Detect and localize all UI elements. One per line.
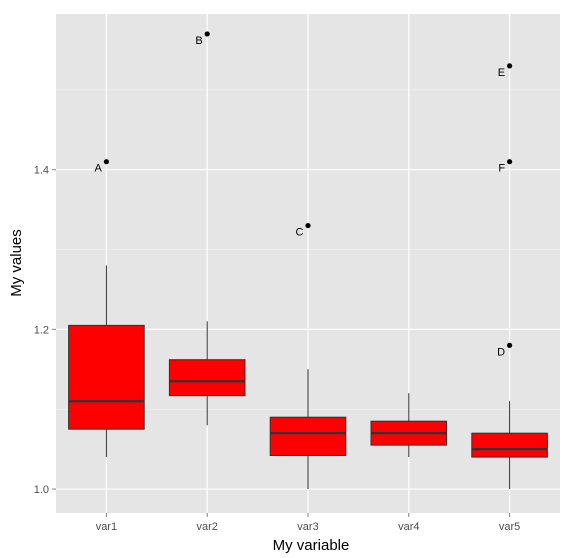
y-axis-title: My values	[8, 229, 25, 297]
x-axis: var1 var2 var3 var4 var5	[96, 513, 520, 533]
x-tick-label: var3	[297, 521, 318, 533]
box-body	[68, 324, 145, 430]
box-var5	[471, 401, 548, 490]
box-var4	[370, 393, 448, 458]
outlier-point	[305, 222, 311, 229]
x-tick-label: var5	[499, 521, 520, 533]
outlier-label: F	[498, 163, 505, 175]
y-tick-label: 1.0	[34, 484, 49, 496]
x-tick-label: var2	[196, 521, 217, 533]
outlier-point	[103, 159, 109, 165]
y-axis: 1.0 1.2 1.4	[34, 165, 56, 496]
box-body	[471, 432, 548, 458]
outlier-point	[507, 342, 513, 348]
outlier-label: E	[498, 67, 505, 79]
x-axis-title: My variable	[273, 537, 350, 554]
box-var2	[168, 321, 246, 426]
outliers-layer: A B C E F D	[95, 31, 513, 358]
outlier-point	[507, 63, 513, 69]
outlier-label: D	[497, 346, 505, 358]
outlier-label: B	[195, 35, 202, 47]
outlier-point	[507, 159, 513, 165]
box-body	[269, 416, 347, 457]
x-tick-label: var4	[398, 521, 419, 533]
boxes-layer	[68, 265, 548, 490]
outlier-label: C	[296, 227, 304, 239]
box-var1	[68, 265, 145, 458]
box-body	[168, 359, 246, 397]
x-tick-label: var1	[96, 521, 117, 533]
outlier-point	[204, 31, 210, 37]
outlier-label: A	[95, 163, 103, 175]
y-tick-label: 1.4	[34, 165, 49, 177]
y-tick-label: 1.2	[34, 324, 49, 336]
box-var3	[269, 369, 347, 490]
